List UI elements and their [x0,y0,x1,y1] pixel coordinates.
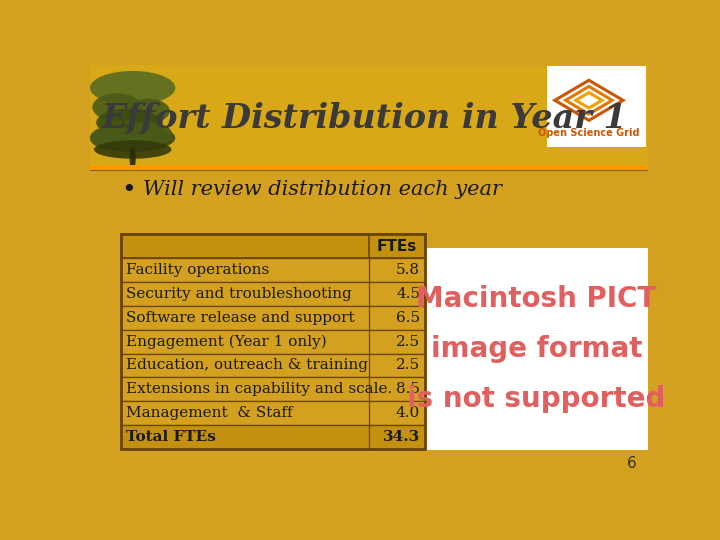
Text: Extensions in capability and scale.: Extensions in capability and scale. [127,382,392,396]
Text: 6: 6 [626,456,636,471]
Text: image format: image format [431,335,642,363]
Text: 2.5: 2.5 [396,335,420,349]
Text: •: • [122,178,136,201]
Text: Engagement (Year 1 only): Engagement (Year 1 only) [127,334,327,349]
Text: 34.3: 34.3 [383,430,420,444]
Bar [90,65,648,165]
Text: Education, outreach & training: Education, outreach & training [127,359,369,373]
Bar [121,425,425,449]
Text: Facility operations: Facility operations [127,263,270,277]
Text: Macintosh PICT: Macintosh PICT [416,285,657,313]
Text: 6.5: 6.5 [396,310,420,325]
Ellipse shape [96,109,161,137]
Bar [121,258,425,282]
Text: Total FTEs: Total FTEs [127,430,216,444]
Ellipse shape [92,93,142,121]
Text: 5.8: 5.8 [396,263,420,277]
Bar [121,377,425,401]
Text: is not supported: is not supported [408,385,665,413]
Bar [121,234,425,449]
Text: 4.5: 4.5 [396,287,420,301]
Bar [121,306,425,330]
Ellipse shape [130,148,136,170]
Bar [121,282,425,306]
Text: Security and troubleshooting: Security and troubleshooting [127,287,352,301]
Bar [547,66,647,147]
Text: 8.5: 8.5 [396,382,420,396]
Text: Open Science Grid: Open Science Grid [538,127,639,138]
Ellipse shape [90,124,175,152]
Ellipse shape [127,99,170,123]
Bar [425,248,648,450]
Text: Software release and support: Software release and support [127,310,355,325]
Text: 4.0: 4.0 [396,406,420,420]
Text: Will review distribution each year: Will review distribution each year [143,180,502,199]
Text: FTEs: FTEs [377,239,417,254]
Ellipse shape [129,123,172,146]
Ellipse shape [90,126,137,150]
Bar [121,401,425,425]
Text: Effort Distribution in Year 1: Effort Distribution in Year 1 [102,100,628,134]
Text: 2.5: 2.5 [396,359,420,373]
Bar [121,234,425,258]
Text: Management  & Staff: Management & Staff [127,406,293,420]
Bar [121,354,425,377]
Ellipse shape [90,71,175,105]
Ellipse shape [94,140,171,159]
Bar [121,330,425,354]
